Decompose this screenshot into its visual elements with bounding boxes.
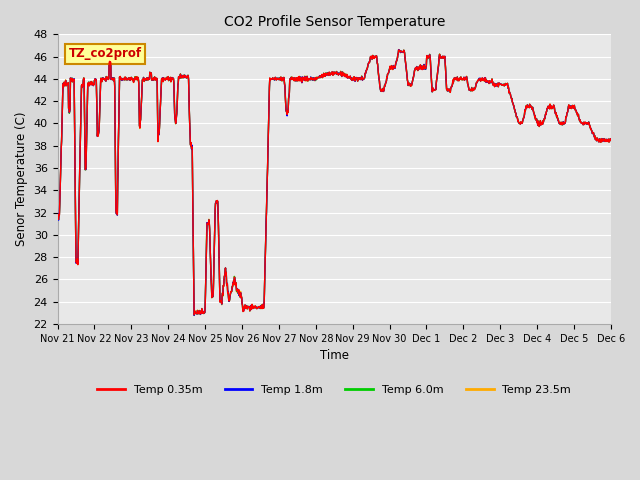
- Legend: Temp 0.35m, Temp 1.8m, Temp 6.0m, Temp 23.5m: Temp 0.35m, Temp 1.8m, Temp 6.0m, Temp 2…: [93, 381, 576, 399]
- Text: TZ_co2prof: TZ_co2prof: [68, 48, 141, 60]
- X-axis label: Time: Time: [320, 349, 349, 362]
- Y-axis label: Senor Temperature (C): Senor Temperature (C): [15, 112, 28, 246]
- Title: CO2 Profile Sensor Temperature: CO2 Profile Sensor Temperature: [223, 15, 445, 29]
